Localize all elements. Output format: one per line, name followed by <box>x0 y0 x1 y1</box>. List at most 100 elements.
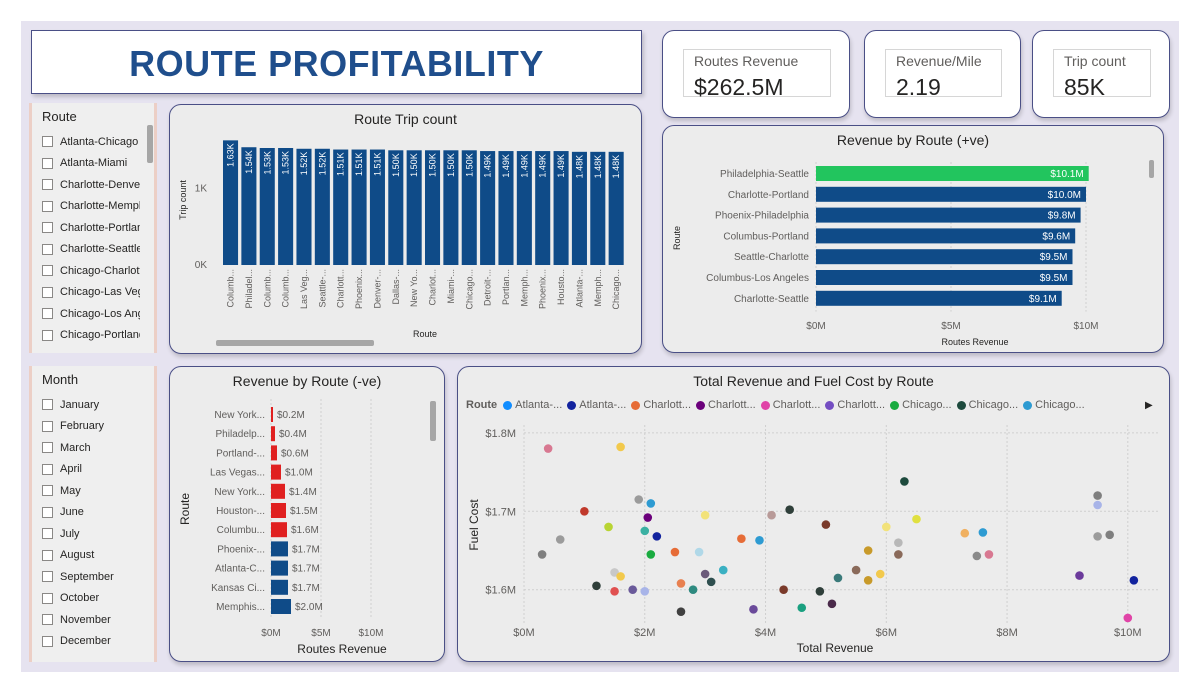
slicer-item-label: Atlanta-Miami <box>60 157 128 170</box>
legend-item[interactable]: Chicago... <box>956 399 1018 411</box>
data-label: 1.50K <box>446 153 456 177</box>
slicer-item[interactable]: Chicago-Los Ang... <box>42 303 140 325</box>
data-label: $1.6M <box>291 525 319 536</box>
slicer-item[interactable]: Chicago-Portland <box>42 325 140 347</box>
y-tick-label: 1K <box>195 184 208 195</box>
scatter-point <box>894 550 903 559</box>
route-slicer-list: Atlanta-Chicago Atlanta-Miami Charlotte-De… <box>42 131 140 346</box>
checkbox[interactable] <box>42 635 53 647</box>
legend-dot <box>825 400 835 410</box>
trip-bar <box>461 150 477 265</box>
checkbox[interactable] <box>42 442 53 454</box>
checkbox[interactable] <box>42 265 53 277</box>
checkbox[interactable] <box>42 592 53 604</box>
checkbox[interactable] <box>42 329 53 341</box>
y-tick-label: Charlotte-Seattle <box>734 294 809 305</box>
slicer-item-label: Charlotte-Memphis <box>60 200 140 213</box>
checkbox[interactable] <box>42 614 53 626</box>
checkbox[interactable] <box>42 399 53 411</box>
kpi-card-revenue-per-mile[interactable]: Revenue/Mile 2.19 <box>864 30 1021 118</box>
legend-item[interactable]: Charlott... <box>631 399 691 411</box>
checkbox[interactable] <box>42 549 53 561</box>
checkbox[interactable] <box>42 200 53 212</box>
chart-title: Revenue by Route (-ve) <box>232 373 382 389</box>
checkbox[interactable] <box>42 308 53 320</box>
slicer-scrollbar[interactable] <box>147 125 153 163</box>
slicer-item[interactable]: August <box>42 545 140 567</box>
slicer-item[interactable]: November <box>42 609 140 631</box>
kpi-card-trip-count[interactable]: Trip count 85K <box>1032 30 1170 118</box>
vertical-scrollbar[interactable] <box>430 401 436 441</box>
horizontal-scrollbar[interactable] <box>216 340 374 346</box>
slicer-item[interactable]: July <box>42 523 140 545</box>
slicer-item[interactable]: March <box>42 437 140 459</box>
checkbox[interactable] <box>42 463 53 475</box>
scatter-point <box>737 534 746 544</box>
scatter-point <box>1123 613 1133 623</box>
revenue-negative-svg: $0M $5M $10M Routes Revenue Route $0.2M New Yo… <box>178 399 387 656</box>
trip-bar <box>608 151 624 265</box>
revenue-bar <box>271 407 273 422</box>
checkbox[interactable] <box>42 136 53 148</box>
data-label: $0.2M <box>277 410 305 421</box>
slicer-item[interactable]: May <box>42 480 140 502</box>
slicer-item[interactable]: Atlanta-Miami <box>42 153 140 175</box>
slicer-item[interactable]: Charlotte-Seattle <box>42 239 140 261</box>
slicer-item[interactable]: February <box>42 416 140 438</box>
kpi-card-routes-revenue[interactable]: Routes Revenue $262.5M <box>662 30 850 118</box>
legend-item[interactable]: Charlott... <box>825 399 885 411</box>
slicer-item[interactable]: October <box>42 588 140 610</box>
x-tick-label: Atlanta-... <box>574 269 584 308</box>
checkbox[interactable] <box>42 506 53 518</box>
checkbox[interactable] <box>42 286 53 298</box>
checkbox[interactable] <box>42 222 53 234</box>
checkbox[interactable] <box>42 420 53 432</box>
scatter-point <box>960 528 970 538</box>
x-tick-label: Columb... <box>262 269 272 308</box>
slicer-item[interactable]: Charlotte-Memphis <box>42 196 140 218</box>
legend-item[interactable]: Atlanta-... <box>567 399 626 411</box>
scatter-point <box>1075 571 1084 580</box>
vertical-scrollbar[interactable] <box>1149 160 1154 178</box>
legend-item[interactable]: Atlanta-... <box>503 399 562 411</box>
slicer-item[interactable]: April <box>42 459 140 481</box>
revenue-bar <box>816 270 1073 285</box>
checkbox[interactable] <box>42 528 53 540</box>
legend-item[interactable]: Charlott... <box>760 399 820 411</box>
legend-item[interactable]: Chicago... <box>1023 399 1085 411</box>
checkbox[interactable] <box>42 179 53 191</box>
scatter-point <box>984 550 994 559</box>
data-label: 1.51K <box>372 153 382 177</box>
trip-bar <box>223 140 239 265</box>
data-label: $1.4M <box>289 487 317 498</box>
slicer-item[interactable]: September <box>42 566 140 588</box>
legend-item[interactable]: Chicago... <box>890 399 952 411</box>
revenue-bar <box>271 522 287 538</box>
trip-bar <box>333 149 349 265</box>
scatter-chart: Total Revenue and Fuel Cost by Route Rou… <box>457 366 1170 662</box>
y-axis-label: Route <box>178 493 192 525</box>
x-tick-label: Las Veg... <box>299 269 309 309</box>
scatter-point <box>555 535 565 544</box>
slicer-item[interactable]: Chicago-Charlotte <box>42 260 140 282</box>
slicer-item-label: April <box>60 463 83 476</box>
slicer-item[interactable]: January <box>42 394 140 416</box>
checkbox[interactable] <box>42 157 53 169</box>
slicer-item[interactable]: December <box>42 631 140 653</box>
trip-bar <box>498 151 514 265</box>
slicer-item[interactable]: June <box>42 502 140 524</box>
slicer-item[interactable]: Chicago-Las Vegas <box>42 282 140 304</box>
checkbox[interactable] <box>42 571 53 583</box>
slicer-item[interactable]: Atlanta-Chicago <box>42 131 140 153</box>
x-tick-label: Philadel... <box>244 269 254 309</box>
slicer-item[interactable]: Charlotte-Denver <box>42 174 140 196</box>
checkbox[interactable] <box>42 243 53 255</box>
checkbox[interactable] <box>42 485 53 497</box>
legend-label: Chicago... <box>902 399 952 411</box>
data-label: $1.7M <box>292 583 320 594</box>
trip-bar <box>406 150 422 265</box>
legend-next-icon[interactable]: ▶ <box>1145 400 1153 411</box>
legend-label: Atlanta-... <box>579 399 627 411</box>
legend-item[interactable]: Charlott... <box>696 399 756 411</box>
slicer-item[interactable]: Charlotte-Portland <box>42 217 140 239</box>
